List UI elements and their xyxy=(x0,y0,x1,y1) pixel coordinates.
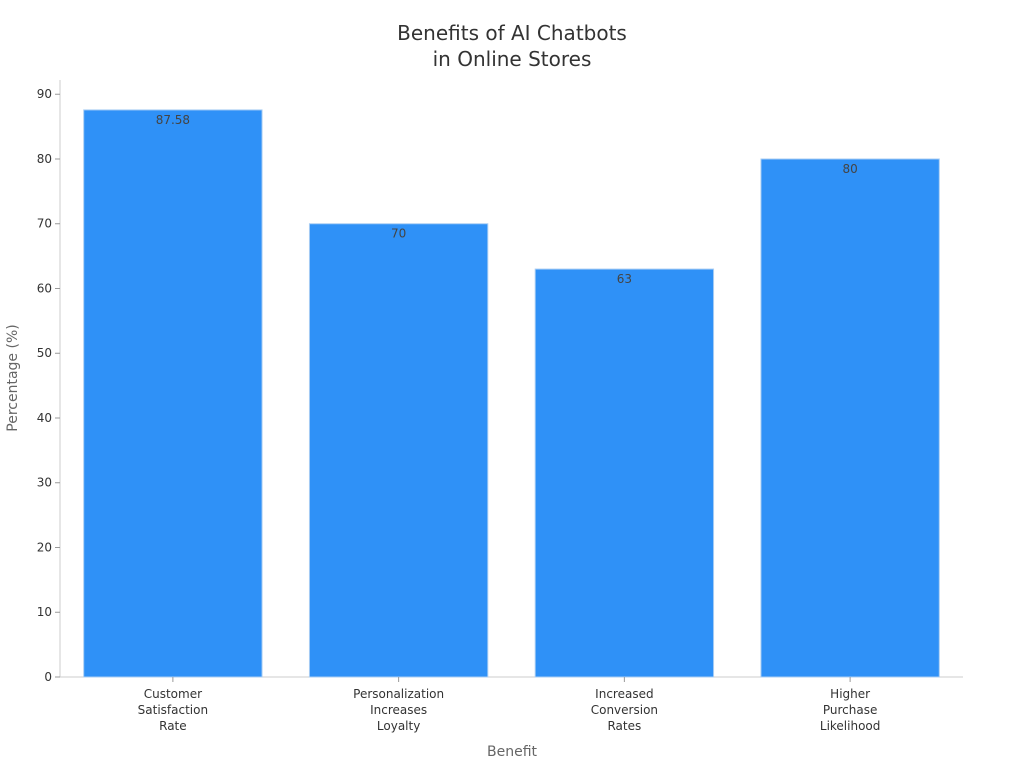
chart-title: Benefits of AI Chatbots xyxy=(397,21,627,45)
value-label: 70 xyxy=(391,227,406,241)
y-axis-title: Percentage (%) xyxy=(5,324,21,431)
y-tick-label: 80 xyxy=(37,152,52,166)
bar xyxy=(534,268,715,678)
chart-title: in Online Stores xyxy=(433,47,592,71)
y-tick-label: 0 xyxy=(44,670,52,684)
x-tick-label: Customer Satisfaction Rate xyxy=(137,687,209,733)
x-tick-label: Higher Purchase Likelihood xyxy=(819,687,881,733)
bar xyxy=(308,223,489,678)
x-tick-label: Increased Conversion Rates xyxy=(590,687,659,733)
bar xyxy=(760,158,940,678)
y-tick-label: 60 xyxy=(37,281,52,295)
y-tick-label: 40 xyxy=(37,411,52,425)
value-label: 63 xyxy=(617,272,632,286)
y-tick-label: 20 xyxy=(37,540,52,554)
x-axis-title: Benefit xyxy=(487,744,538,760)
y-tick-label: 10 xyxy=(37,605,52,619)
value-label: 87.58 xyxy=(156,113,190,127)
y-tick-label: 30 xyxy=(37,476,52,490)
x-tick-label: Personalization Increases Loyalty xyxy=(353,687,445,733)
value-label: 80 xyxy=(842,162,857,176)
y-tick-label: 50 xyxy=(37,346,52,360)
y-tick-label: 70 xyxy=(37,217,52,231)
bar xyxy=(83,109,263,678)
y-tick-label: 90 xyxy=(37,87,52,101)
